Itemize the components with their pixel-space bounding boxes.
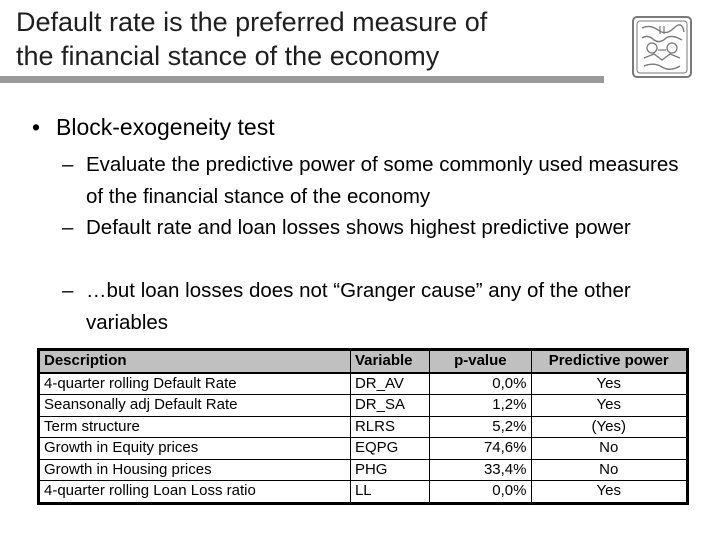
table-row: Seansonally adj Default Rate DR_SA 1,2% … [39, 394, 687, 417]
cell-description: Seansonally adj Default Rate [39, 394, 351, 417]
cell-p-value: 33,4% [429, 458, 532, 481]
cell-description: Growth in Equity prices [39, 437, 351, 460]
sub-bullet-text: …but loan losses does not “Granger cause… [86, 279, 631, 334]
table-row: Growth in Housing prices PHG 33,4% No [39, 458, 687, 481]
dash-marker: – [62, 153, 74, 176]
cell-predictive-power: Yes [530, 480, 687, 503]
cell-predictive-power: (Yes) [530, 415, 687, 438]
cell-description: Term structure [39, 415, 351, 438]
column-header-description: Description [39, 350, 351, 374]
cell-predictive-power: No [530, 437, 687, 460]
cell-p-value: 74,6% [429, 437, 532, 460]
cell-description: Growth in Housing prices [39, 458, 351, 481]
table-row: Term structure RLRS 5,2% (Yes) [39, 415, 687, 438]
bullet-marker: • [32, 114, 41, 140]
cell-p-value: 5,2% [429, 415, 532, 438]
column-header-predictive-power: Predictive power [530, 350, 687, 374]
cell-predictive-power: Yes [530, 394, 687, 417]
table-row: 4-quarter rolling Default Rate DR_AV 0,0… [39, 372, 687, 395]
dash-marker: – [62, 279, 74, 302]
cell-variable: EQPG [349, 437, 431, 460]
slide-title-line-1: Default rate is the preferred measure of [16, 7, 488, 37]
cell-variable: PHG [349, 458, 431, 481]
cell-variable: RLRS [349, 415, 431, 438]
results-table: Description Variable p-value Predictive … [37, 348, 689, 505]
slide-title: Default rate is the preferred measure of… [16, 5, 616, 73]
cell-predictive-power: No [530, 458, 687, 481]
cell-predictive-power: Yes [530, 372, 687, 395]
column-header-variable: Variable [349, 350, 431, 374]
table-header-row: Description Variable p-value Predictive … [39, 350, 687, 374]
cell-description: 4-quarter rolling Loan Loss ratio [39, 480, 351, 503]
cell-variable: LL [349, 480, 431, 503]
dash-marker: – [62, 216, 74, 239]
cell-p-value: 0,0% [429, 372, 532, 395]
sub-bullet-text: Evaluate the predictive power of some co… [86, 153, 679, 208]
cell-p-value: 0,0% [429, 480, 532, 503]
bullet-text: Block-exogeneity test [56, 114, 275, 140]
cell-p-value: 1,2% [429, 394, 532, 417]
table-row: 4-quarter rolling Loan Loss ratio LL 0,0… [39, 480, 687, 503]
university-seal-icon [632, 16, 692, 78]
title-divider [0, 76, 604, 83]
cell-variable: DR_AV [349, 372, 431, 395]
table-row: Growth in Equity prices EQPG 74,6% No [39, 437, 687, 460]
cell-variable: DR_SA [349, 394, 431, 417]
cell-description: 4-quarter rolling Default Rate [39, 372, 351, 395]
slide-title-line-2: the financial stance of the economy [16, 41, 440, 71]
sub-bullet-text: Default rate and loan losses shows highe… [86, 216, 631, 239]
column-header-p-value: p-value [429, 350, 532, 374]
